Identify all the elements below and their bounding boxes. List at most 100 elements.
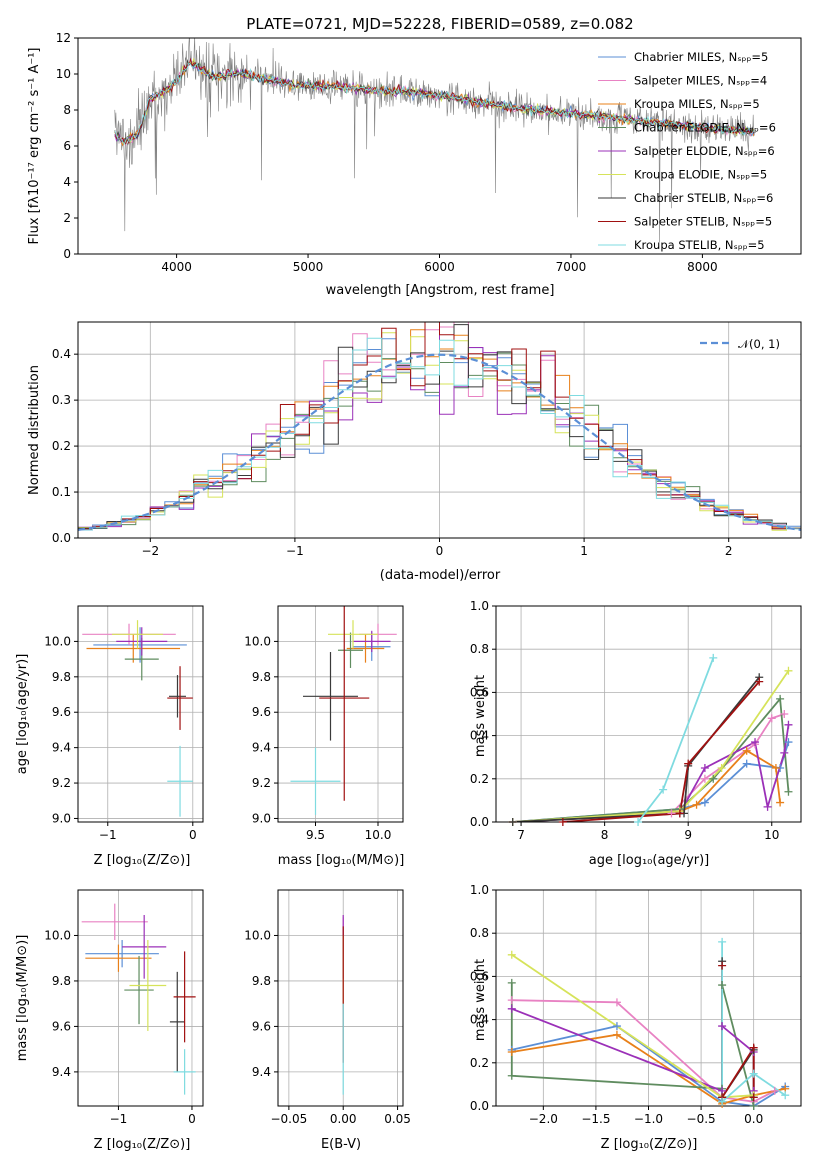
massweight-vs-z-plot: Z [log₁₀(Z/Z⊙)] mass weight −2.0 −1.5 −1.0… (470, 883, 802, 1152)
massweight-marker (667, 809, 676, 818)
spectrum-plot: wavelength [Angstrom, rest frame] Flux [… (27, 31, 802, 298)
massweight-marker (717, 764, 726, 772)
massweight-line (512, 676, 760, 822)
y-tick-label: 0.3 (52, 393, 71, 407)
massweight-marker (776, 694, 785, 703)
x-tick-label: 0 (189, 828, 197, 842)
y-tick-label: 9.4 (252, 741, 271, 755)
legend-label: Salpeter STELIB, Nₛₚₚ=5 (634, 215, 772, 229)
y-tick-label: 9.4 (52, 1065, 71, 1079)
y-tick-label: 10 (56, 67, 71, 81)
plot-area (290, 606, 397, 815)
x-tick-label: 5000 (293, 260, 324, 274)
x-tick-label: −1 (110, 1112, 128, 1126)
massweight-marker (780, 748, 789, 757)
axes-frame (495, 605, 802, 823)
plot-area (114, 38, 755, 243)
y-tick-label: 0.8 (470, 926, 489, 940)
y-tick-label: 9.2 (52, 776, 71, 790)
y-tick-label: 0.1 (52, 485, 71, 499)
y-tick-label: 9.6 (52, 1019, 71, 1033)
spectrum-legend: Chabrier MILES, Nₛₚₚ=5 Salpeter MILES, Nₛ… (598, 50, 776, 252)
massweight-marker (784, 787, 793, 796)
massweight-marker (718, 937, 727, 946)
y-tick-label: 10.0 (44, 928, 71, 942)
model-spectrum (114, 59, 755, 145)
massweight-marker (755, 677, 764, 686)
axes-frame (77, 605, 204, 823)
x-tick-label: −2 (141, 544, 159, 558)
massweight-marker (742, 759, 751, 768)
legend-label: Kroupa STELIB, Nₛₚₚ=5 (634, 238, 765, 252)
y-tick-label: 9.4 (52, 741, 71, 755)
massweight-marker (784, 720, 793, 729)
x-tick-label: 0.0 (744, 1112, 763, 1126)
massweight-line (512, 713, 785, 822)
y-tick-label: 0.0 (470, 815, 489, 829)
legend-label: Kroupa MILES, Nₛₚₚ=5 (634, 97, 760, 111)
residuals-plot: (data-model)/error Normed distribution −… (27, 321, 802, 583)
axes-frame (77, 37, 802, 255)
mw-z-xlabel: Z [log₁₀(Z/Z⊙)] (601, 1137, 698, 1152)
massweight-line (562, 681, 760, 822)
residuals-xlabel: (data-model)/error (380, 568, 501, 583)
massweight-marker (749, 1093, 758, 1102)
massweight-vs-age-plot: age [log₁₀(age/yr)] mass weight 7 8 9 10 0.0… (470, 599, 802, 868)
plot-area (81, 903, 196, 1095)
spectrum-ylabel: Flux [fλ10⁻¹⁷ erg cm⁻² s⁻¹ A⁻¹] (27, 48, 42, 245)
x-tick-label: 8000 (687, 260, 718, 274)
mass-z-xlabel: Z [log₁₀(Z/Z⊙)] (94, 1137, 191, 1152)
massweight-marker (700, 764, 709, 772)
massweight-marker (784, 666, 793, 675)
massweight-marker (784, 738, 793, 747)
y-tick-label: 9.4 (252, 1065, 271, 1079)
massweight-marker (507, 996, 516, 1005)
x-tick-label: −0.05 (270, 1112, 307, 1126)
massweight-marker (749, 1043, 758, 1052)
legend-label: Chabrier MILES, Nₛₚₚ=5 (634, 50, 768, 64)
y-tick-label: 9.2 (252, 776, 271, 790)
massweight-marker (507, 950, 516, 959)
y-tick-label: 8 (63, 103, 71, 117)
y-tick-label: 9.8 (52, 670, 71, 684)
observed-spectrum (114, 38, 755, 243)
massweight-marker (718, 1097, 727, 1106)
spectrum-title: PLATE=0721, MJD=52228, FIBERID=0589, z=0… (246, 15, 633, 33)
y-tick-label: 9.6 (252, 705, 271, 719)
massweight-marker (709, 774, 718, 783)
massweight-marker (507, 978, 516, 987)
y-tick-label: 0.2 (470, 772, 489, 786)
x-tick-label: 10.0 (365, 828, 392, 842)
massweight-marker (700, 774, 709, 783)
y-tick-label: 12 (56, 31, 71, 45)
massweight-marker (507, 1004, 516, 1013)
model-spectrum (114, 57, 754, 145)
spectrum-xlabel: wavelength [Angstrom, rest frame] (326, 283, 555, 298)
massweight-marker (612, 1022, 621, 1031)
legend-label: Kroupa ELODIE, Nₛₚₚ=5 (634, 168, 767, 182)
massweight-marker (763, 802, 772, 811)
residuals-ylabel: Normed distribution (27, 365, 42, 495)
x-tick-label: −1.5 (581, 1112, 610, 1126)
x-tick-label: 1 (580, 544, 588, 558)
y-tick-label: 0.6 (470, 685, 489, 699)
mw-z-ylabel: mass weight (473, 959, 488, 1041)
y-tick-label: 0.4 (470, 1013, 489, 1027)
massweight-marker (781, 1091, 790, 1100)
x-tick-label: 0.05 (384, 1112, 411, 1126)
y-tick-label: 0.0 (470, 1099, 489, 1113)
x-tick-label: −1.0 (634, 1112, 663, 1126)
massweight-marker (780, 710, 789, 718)
age-vs-mass-plot: mass [log₁₀(M/M⊙)] 9.5 10.0 9.0 9.2 9.4 9.6 9.… (244, 605, 404, 868)
x-tick-label: 8 (601, 828, 609, 842)
massweight-marker (675, 809, 684, 818)
massweight-marker (718, 961, 727, 970)
x-tick-label: −0.5 (687, 1112, 716, 1126)
y-tick-label: 9.8 (252, 974, 271, 988)
massweight-marker (749, 1069, 758, 1078)
y-tick-label: 0.4 (470, 729, 489, 743)
age-vs-z-plot: Z [log₁₀(Z/Z⊙)] age [log₁₀(age/yr)] −1 0 9… (15, 605, 204, 868)
model-spectrum (114, 62, 755, 145)
massweight-marker (684, 759, 693, 768)
